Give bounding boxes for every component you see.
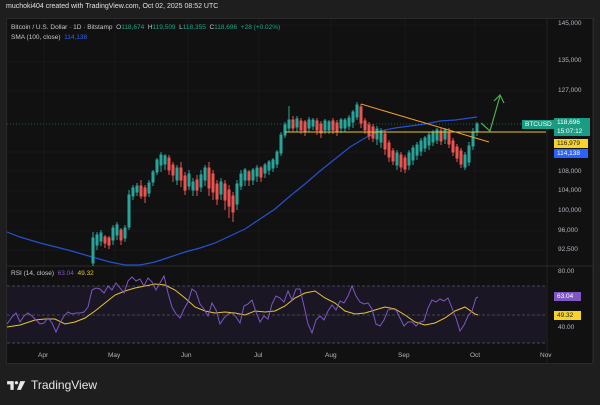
price-tick: 127,000 bbox=[558, 87, 582, 94]
chart-caption: muchoki404 created with TradingView.com,… bbox=[6, 3, 219, 10]
sma-value: 114,138 bbox=[64, 34, 88, 41]
rsi-legend[interactable]: RSI (14, close) 63.04 49.32 bbox=[11, 270, 94, 277]
time-tick: Sep bbox=[398, 352, 410, 359]
high-label: H bbox=[147, 24, 153, 31]
bar-countdown: 15:07:12 bbox=[557, 127, 583, 135]
price-tick: 100,000 bbox=[558, 207, 582, 214]
close-label: C bbox=[209, 24, 215, 31]
sma-legend-row[interactable]: SMA (100, close) 114,138 bbox=[11, 33, 280, 43]
time-tick: Oct bbox=[470, 352, 481, 359]
rsi-value-tag: 63.04 bbox=[554, 292, 581, 301]
open-value: 118,674 bbox=[121, 24, 145, 31]
time-tick: Jun bbox=[181, 352, 192, 359]
rsi-band bbox=[7, 286, 546, 343]
time-tick: Nov bbox=[540, 352, 552, 359]
projection-arrow bbox=[480, 95, 501, 133]
rsi-tick: 80.00 bbox=[558, 268, 575, 275]
high-value: 119,509 bbox=[152, 24, 176, 31]
last-price-tag: 118,696 15:07:12 bbox=[554, 118, 590, 136]
time-tick: May bbox=[108, 352, 121, 359]
tradingview-brand[interactable]: TradingView bbox=[7, 378, 97, 392]
symbol-tag: BTCUSD bbox=[522, 120, 555, 129]
last-price-value: 118,696 bbox=[557, 119, 581, 126]
tradingview-logo-icon bbox=[7, 380, 26, 390]
rsi-ma-line bbox=[6, 283, 479, 328]
rsi-tick: 40.00 bbox=[558, 324, 575, 331]
candles bbox=[91, 102, 479, 266]
rsi-label: RSI (14, close) bbox=[11, 270, 54, 277]
sma-line bbox=[6, 116, 478, 266]
low-label: L bbox=[179, 24, 183, 31]
close-value: 118,696 bbox=[214, 24, 238, 31]
sma-price-tag: 114,138 bbox=[554, 149, 588, 158]
brand-name: TradingView bbox=[31, 378, 98, 392]
symbol-description[interactable]: Bitcoin / U.S. Dollar · 1D · Bitstamp bbox=[11, 24, 113, 31]
time-tick: Jul bbox=[254, 352, 263, 359]
trendline bbox=[360, 103, 490, 143]
rsi-value: 63.04 bbox=[57, 270, 74, 277]
low-value: 118,355 bbox=[182, 24, 206, 31]
open-label: O bbox=[116, 24, 122, 31]
change-value: +28 (+0.02%) bbox=[240, 24, 281, 31]
price-tick: 135,000 bbox=[558, 57, 582, 64]
time-tick: Apr bbox=[38, 352, 49, 359]
rsi-ma-value: 49.32 bbox=[77, 270, 94, 277]
price-tick: 108,000 bbox=[558, 168, 582, 175]
price-tick: 92,500 bbox=[558, 246, 578, 253]
level-price-tag: 116,979 bbox=[554, 139, 588, 148]
main-legend: Bitcoin / U.S. Dollar · 1D · Bitstamp O1… bbox=[11, 23, 280, 43]
ohlc-legend-row[interactable]: Bitcoin / U.S. Dollar · 1D · Bitstamp O1… bbox=[11, 23, 280, 33]
price-tick: 145,000 bbox=[558, 20, 582, 27]
time-tick: Aug bbox=[325, 352, 337, 359]
price-tick: 96,000 bbox=[558, 227, 578, 234]
rsi-ma-value-tag: 49.32 bbox=[554, 311, 581, 320]
price-tick: 104,000 bbox=[558, 187, 582, 194]
rsi-line bbox=[6, 274, 479, 335]
sma-label: SMA (100, close) bbox=[11, 34, 61, 41]
